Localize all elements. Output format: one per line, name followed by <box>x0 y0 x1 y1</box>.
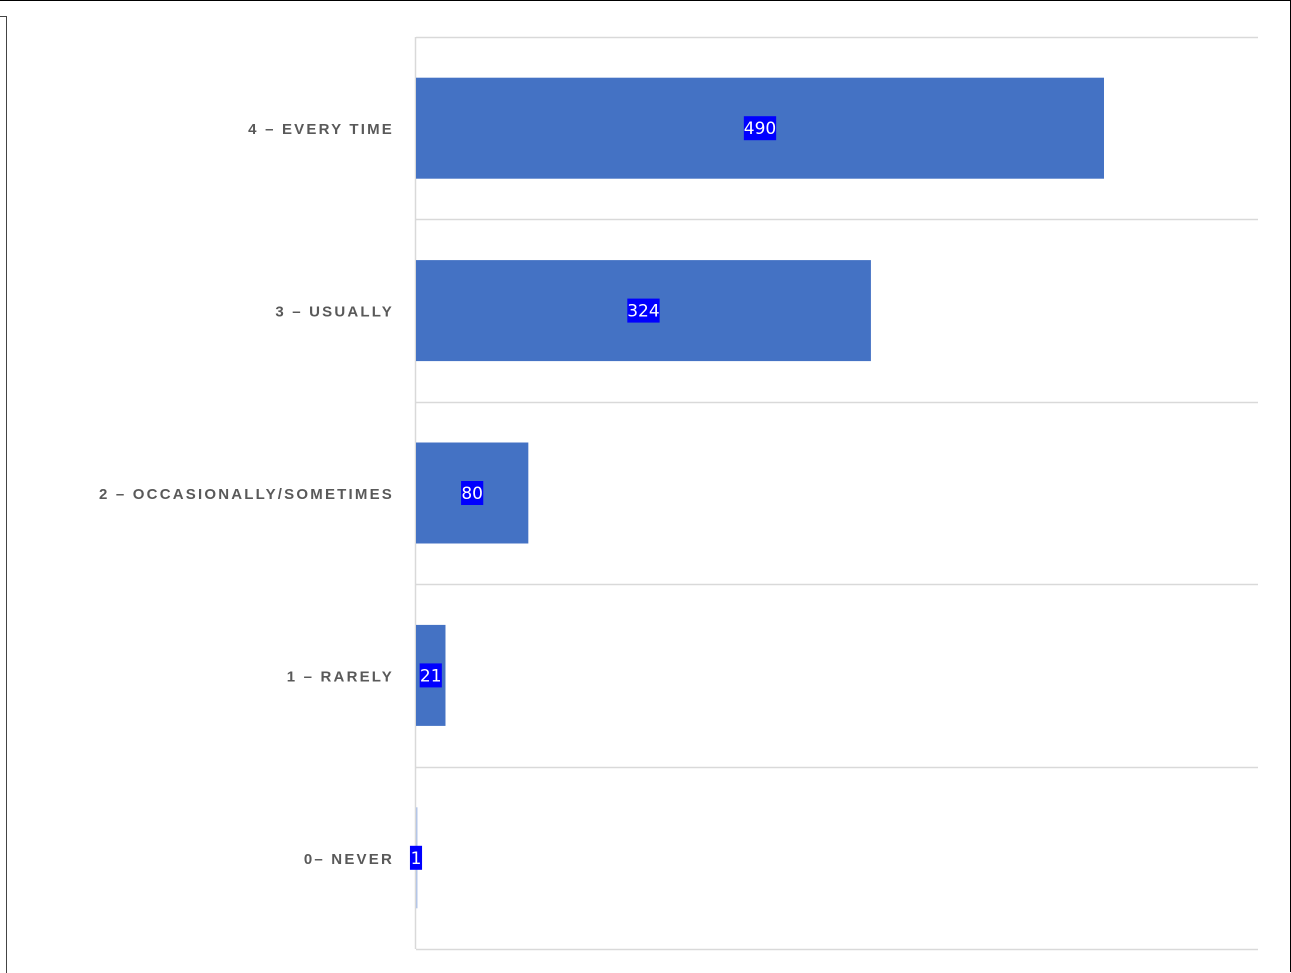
data-label-bg <box>419 663 442 688</box>
frame-left-edge <box>6 16 7 973</box>
data-label: 490 <box>744 119 776 139</box>
category-label: 2 – OCCASIONALLY/SOMETIMES <box>99 486 394 503</box>
category-label: 4 – EVERY TIME <box>248 121 394 138</box>
gridlines <box>414 36 1258 951</box>
category-label: 0– NEVER <box>304 851 394 868</box>
data-label-bg <box>627 298 660 323</box>
data-label: 1 <box>411 849 422 869</box>
data-label-bg <box>461 481 484 505</box>
bars <box>416 77 1104 909</box>
data-label: 80 <box>461 484 483 504</box>
category-labels: 4 – EVERY TIME 3 – USUALLY 2 – OCCASIONALL… <box>99 121 394 868</box>
data-label: 324 <box>627 302 659 322</box>
data-label-bg <box>409 845 423 870</box>
data-label-bg <box>743 116 777 141</box>
data-labels: 490 324 80 21 1 <box>409 116 777 870</box>
frame-corner-tick <box>0 16 6 17</box>
category-label: 3 – USUALLY <box>275 304 394 321</box>
data-label: 21 <box>420 666 442 686</box>
category-label: 1 – RARELY <box>287 668 394 685</box>
